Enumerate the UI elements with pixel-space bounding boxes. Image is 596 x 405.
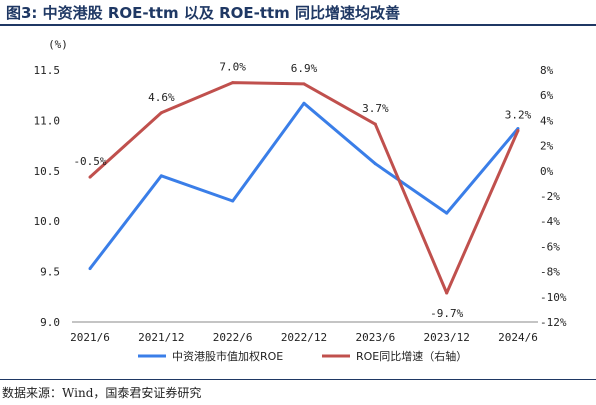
title-rule xyxy=(0,24,596,26)
data-label: -0.5% xyxy=(73,155,106,168)
series-2-point xyxy=(231,81,235,85)
series-1-point xyxy=(88,267,92,271)
right-tick-label: -12% xyxy=(540,316,567,329)
left-tick-label: 11.5 xyxy=(34,64,61,77)
right-tick-label: -4% xyxy=(540,215,560,228)
data-label: 3.7% xyxy=(362,102,389,115)
right-tick-label: -2% xyxy=(540,190,560,203)
series-1-point xyxy=(373,162,377,166)
series-2-point xyxy=(516,128,520,132)
right-tick-label: -10% xyxy=(540,291,567,304)
left-tick-label: 10.0 xyxy=(34,215,61,228)
right-tick-label: 6% xyxy=(540,89,554,102)
x-tick-label: 2023/12 xyxy=(423,331,469,344)
legend-label: 中资港股市值加权ROE xyxy=(172,349,283,363)
data-label: 7.0% xyxy=(219,61,246,74)
series-1-point xyxy=(231,199,235,203)
series-2-point xyxy=(159,111,163,115)
source-rule xyxy=(0,379,596,380)
x-tick-label: 2022/6 xyxy=(213,331,253,344)
x-tick-label: 2023/6 xyxy=(355,331,395,344)
x-tick-label: 2024/6 xyxy=(498,331,538,344)
left-axis-unit: (%) xyxy=(48,38,68,51)
x-tick-label: 2021/12 xyxy=(138,331,184,344)
right-tick-label: -8% xyxy=(540,266,560,279)
x-tick-label: 2021/6 xyxy=(70,331,110,344)
right-tick-label: 2% xyxy=(540,140,554,153)
figure-title: 图3: 中资港股 ROE-ttm 以及 ROE-ttm 同比增速均改善 xyxy=(6,4,401,22)
right-tick-label: 0% xyxy=(540,165,554,178)
right-tick-label: 4% xyxy=(540,114,554,127)
series-2-point xyxy=(445,291,449,295)
series-2-point xyxy=(373,122,377,126)
left-tick-label: 10.5 xyxy=(34,165,61,178)
data-label: 4.6% xyxy=(148,91,175,104)
left-tick-label: 11.0 xyxy=(34,114,61,127)
series-line-1 xyxy=(88,101,520,270)
data-label: -9.7% xyxy=(430,307,463,320)
series-1-point xyxy=(159,174,163,178)
data-label: 3.2% xyxy=(505,108,532,121)
source-note: 数据来源：Wind，国泰君安证券研究 xyxy=(2,386,202,400)
right-tick-label: -6% xyxy=(540,240,560,253)
right-tick-label: 8% xyxy=(540,64,554,77)
left-tick-label: 9.0 xyxy=(40,316,60,329)
left-tick-label: 9.5 xyxy=(40,266,60,279)
series-1-point xyxy=(302,101,306,105)
series-2-point xyxy=(302,82,306,86)
series-2-point xyxy=(88,175,92,179)
series-1-point xyxy=(445,211,449,215)
x-tick-label: 2022/12 xyxy=(281,331,327,344)
roe-chart: (%) 9.0 9.5 10.0 10.5 11.0 11.5 -12% -10% -8% -6% -… xyxy=(34,38,567,363)
legend-label: ROE同比增速（右轴） xyxy=(356,349,467,363)
series-line-2 xyxy=(88,81,520,295)
data-label: 6.9% xyxy=(291,62,318,75)
